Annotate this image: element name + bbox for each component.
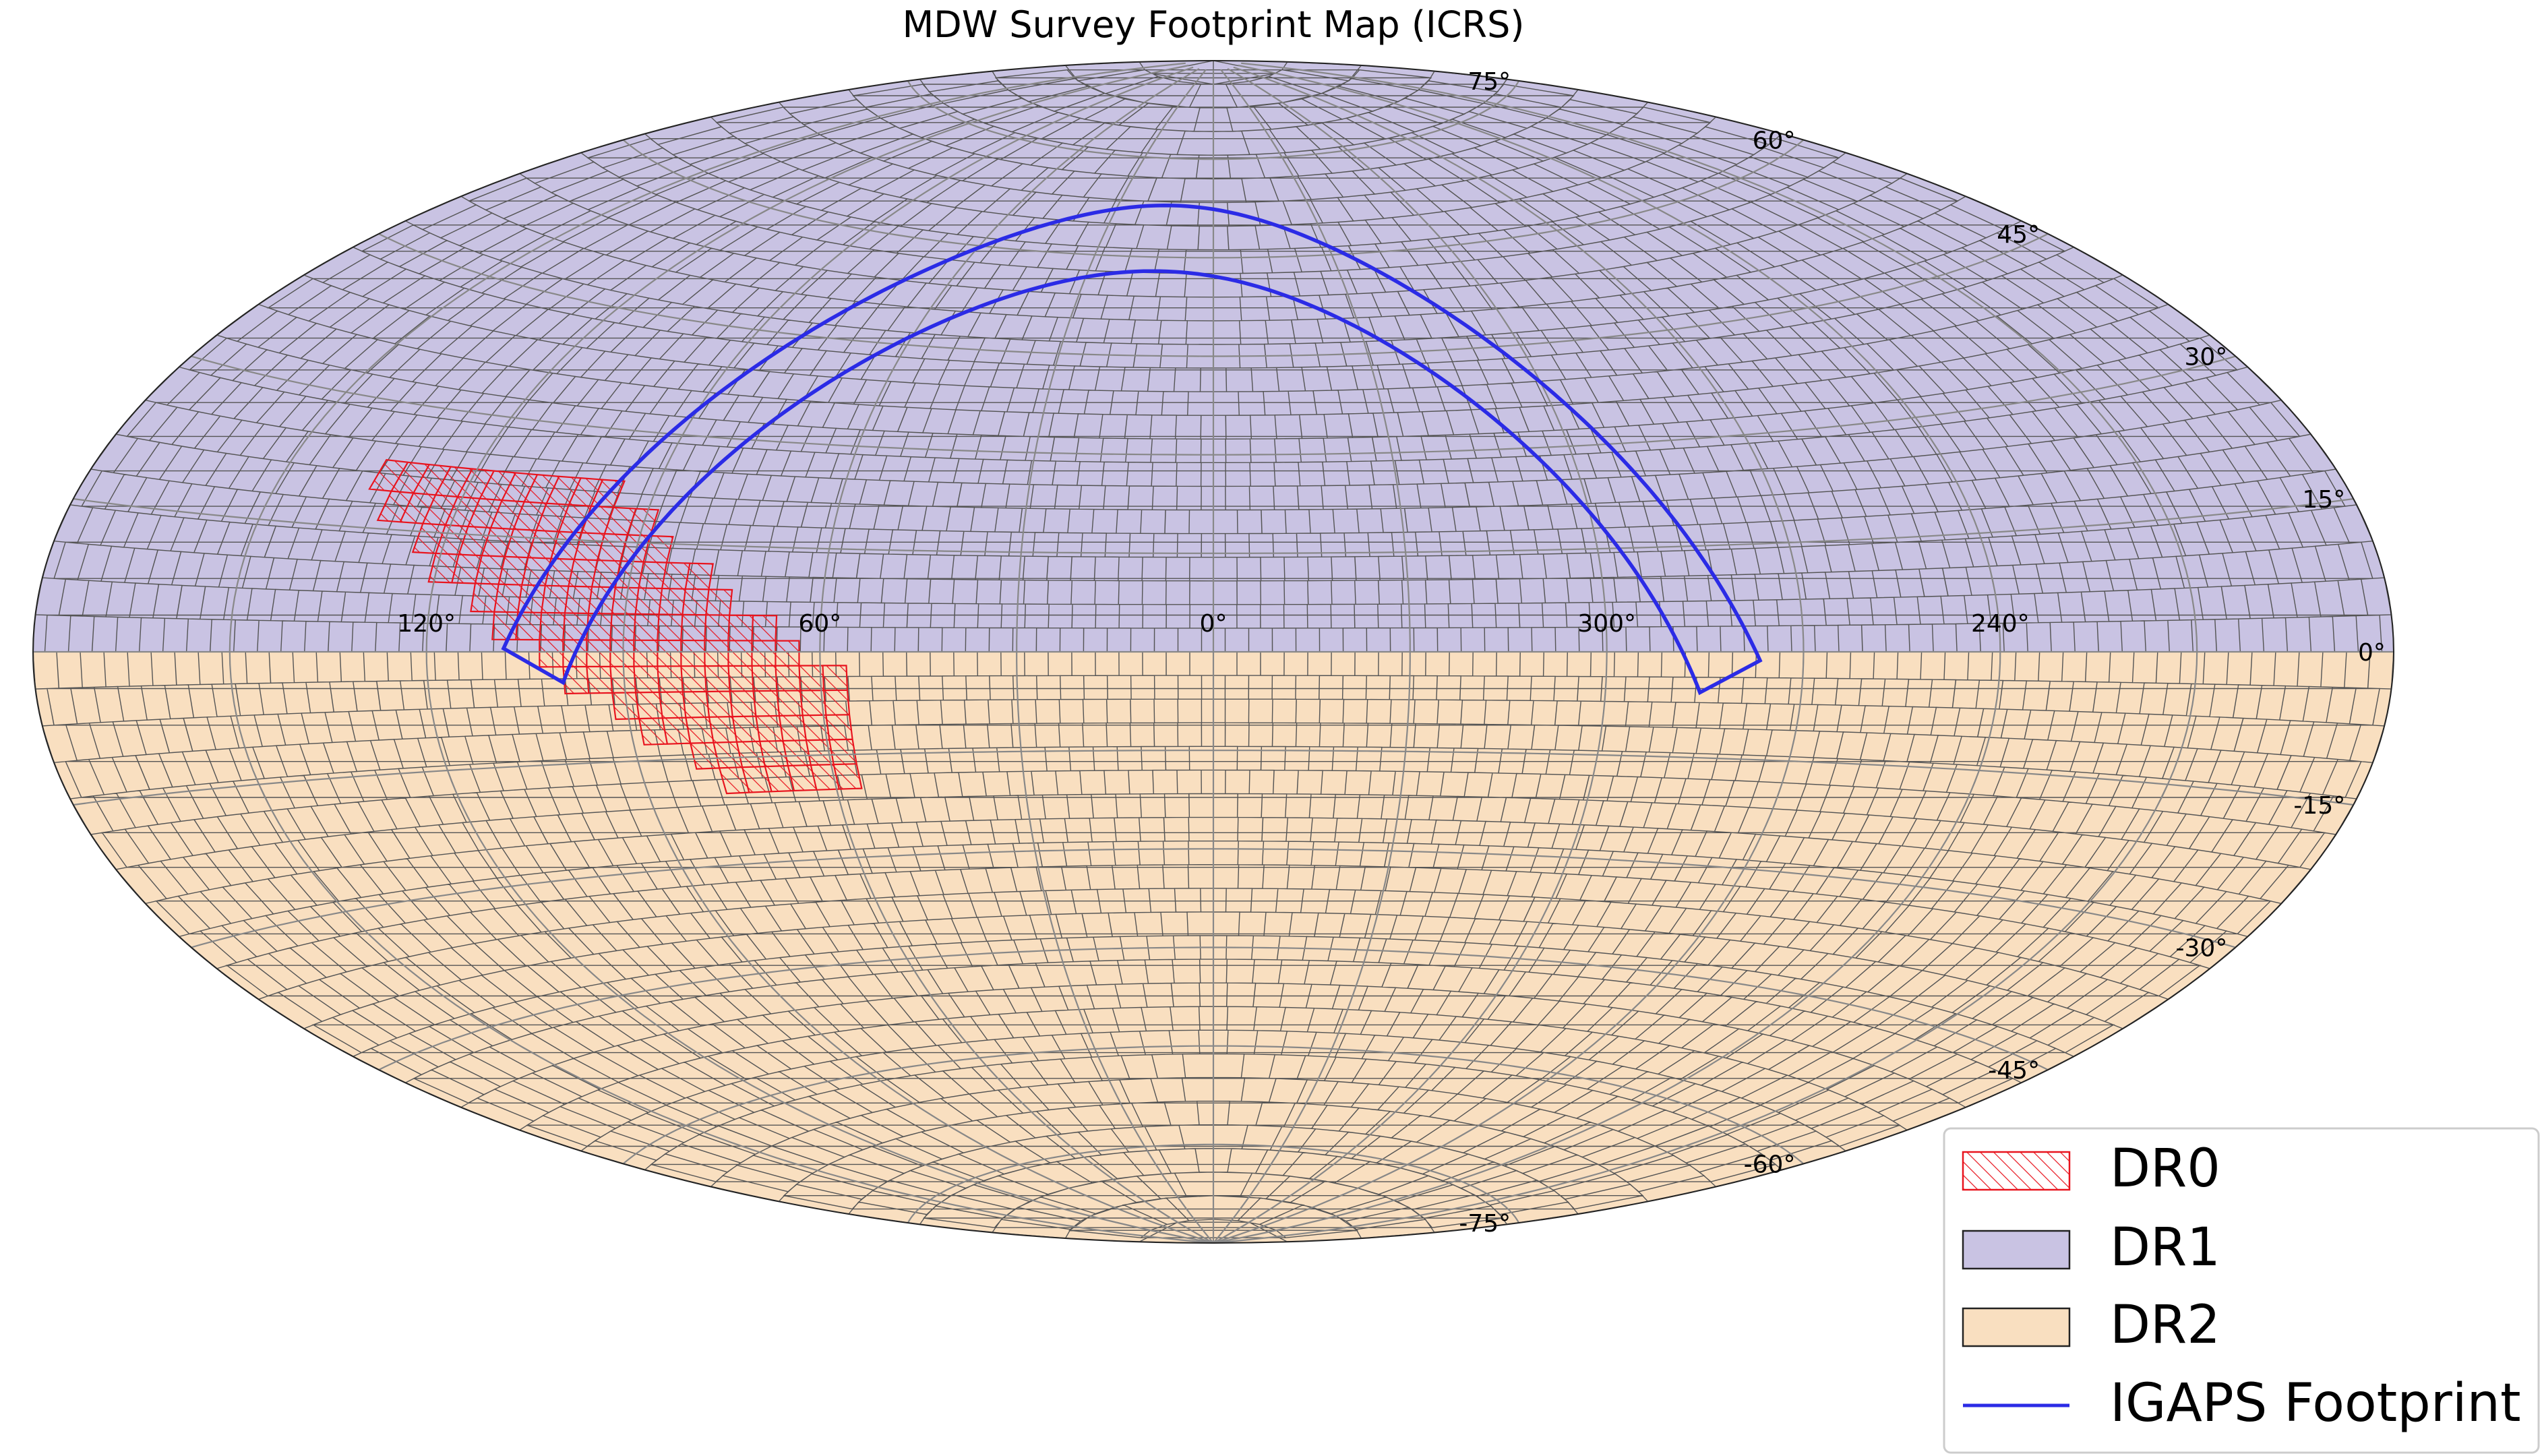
dec-tick-label: -15°: [2293, 792, 2345, 820]
ra-grid-line: [1215, 64, 2001, 1243]
ra-grid-line: [425, 64, 1212, 1243]
ra-grid-line: [1213, 69, 1411, 1243]
ra-tick-label: 300°: [1577, 610, 1636, 638]
ra-grid-line: [1215, 62, 2198, 1243]
dec-tick-labels: 75° 60° 45° 30° 15° 0° -15° -30° -45° -60° -75°: [1459, 68, 2386, 1238]
igaps-outline: [501, 204, 1763, 696]
dec-tick-label: 60°: [1753, 127, 1796, 155]
ra-grid-line: [1214, 66, 1805, 1243]
igaps-footprint: [501, 204, 1763, 696]
dec-tick-label: -75°: [1459, 1210, 1511, 1238]
dec-tick-label: 15°: [2302, 486, 2345, 514]
dec-tick-label: 0°: [2358, 639, 2386, 667]
sky-boundary: [32, 60, 2394, 1244]
chart-title: MDW Survey Footprint Map (ICRS): [903, 3, 1525, 46]
dec-tick-label: -30°: [2176, 934, 2228, 962]
dr0-tiles: [368, 459, 863, 795]
legend: DR0 DR1 DR2 IGAPS Footprint: [1943, 1127, 2540, 1454]
legend-swatch-dr0: [1962, 1151, 2071, 1191]
dec-tick-label: 75°: [1467, 68, 1511, 96]
legend-label-dr1: DR1: [2110, 1217, 2220, 1278]
dec-tick-label: -60°: [1744, 1151, 1796, 1178]
ra-tick-labels: 120° 60° 0° 300° 240°: [397, 610, 2029, 638]
legend-swatch-dr1: [1962, 1230, 2071, 1270]
sky-map: [32, 60, 2394, 1244]
legend-label-dr2: DR2: [2110, 1295, 2220, 1356]
ra-grid-line: [229, 62, 1212, 1243]
dr0-region: [368, 459, 863, 795]
ra-grid-line: [1016, 69, 1214, 1243]
legend-label-dr0: DR0: [2110, 1139, 2220, 1199]
ra-grid-line: [819, 67, 1213, 1243]
dec-tick-label: -45°: [1988, 1057, 2040, 1085]
ra-tick-label: 0°: [1200, 610, 1228, 638]
dec-tick-label: 45°: [1997, 221, 2040, 249]
legend-swatch-dr2: [1962, 1307, 2071, 1347]
ra-grid-line: [622, 66, 1213, 1243]
ra-tick-label: 120°: [397, 610, 456, 638]
ra-tick-label: 240°: [1971, 610, 2030, 638]
ra-grid-line: [1213, 67, 1608, 1243]
dec-tick-label: 30°: [2185, 344, 2228, 371]
ra-tick-label: 60°: [798, 610, 841, 638]
legend-label-igaps: IGAPS Footprint: [2110, 1373, 2521, 1434]
legend-frame: [1943, 1127, 2540, 1454]
